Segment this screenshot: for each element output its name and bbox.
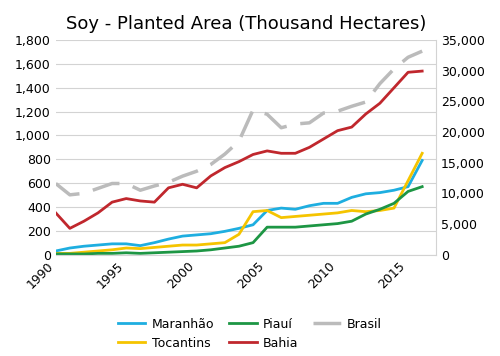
- Brasil: [138, 188, 143, 192]
- Brasil: [67, 193, 73, 197]
- Brasil: [391, 67, 397, 71]
- Brasil: [306, 121, 312, 125]
- Brasil: [348, 104, 354, 109]
- Brasil: [208, 162, 214, 167]
- Brasil: [363, 100, 369, 104]
- Brasil: [320, 111, 326, 115]
- Brasil: [377, 82, 383, 86]
- Brasil: [419, 49, 425, 53]
- Brasil: [334, 109, 340, 113]
- Brasil: [166, 180, 172, 184]
- Brasil: [109, 181, 115, 185]
- Line: Brasil: Brasil: [56, 51, 422, 195]
- Brasil: [95, 186, 101, 190]
- Brasil: [236, 139, 242, 143]
- Brasil: [152, 184, 158, 188]
- Brasil: [292, 122, 298, 126]
- Title: Soy - Planted Area (Thousand Hectares): Soy - Planted Area (Thousand Hectares): [66, 15, 426, 33]
- Brasil: [264, 112, 270, 116]
- Brasil: [405, 55, 411, 59]
- Brasil: [81, 191, 87, 195]
- Brasil: [222, 152, 228, 156]
- Brasil: [278, 126, 284, 130]
- Brasil: [180, 174, 186, 178]
- Brasil: [194, 169, 200, 173]
- Legend: Maranhão, Tocantins, Piauí, Bahia, Brasil: Maranhão, Tocantins, Piauí, Bahia, Brasi…: [118, 318, 382, 350]
- Brasil: [123, 181, 129, 185]
- Brasil: [52, 181, 59, 185]
- Brasil: [250, 108, 256, 112]
